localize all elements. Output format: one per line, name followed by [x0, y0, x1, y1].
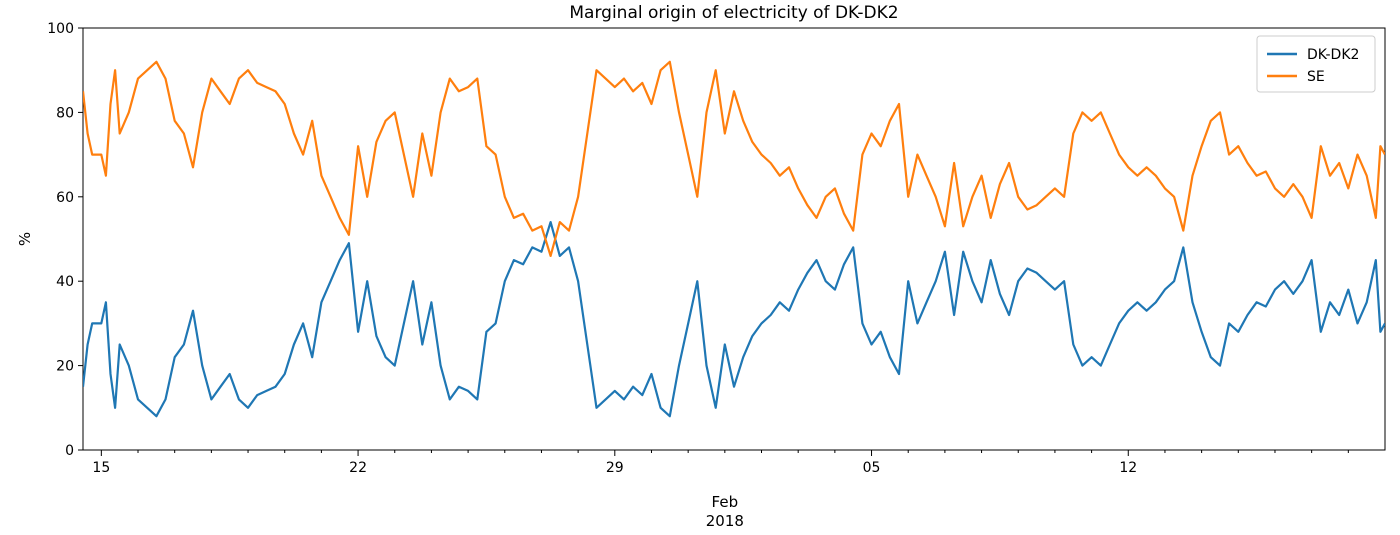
legend-box: [1256, 35, 1376, 93]
y-tick-label: 60: [56, 190, 74, 206]
x-tick-label: 05: [863, 460, 881, 476]
y-axis: 0 20 40 60 80 100: [47, 21, 83, 459]
x-tick-label: 15: [92, 460, 110, 476]
y-tick-label: 20: [56, 359, 74, 375]
y-tick-label: 80: [56, 105, 74, 121]
y-tick-label: 40: [56, 274, 74, 290]
x-tick-label: 29: [606, 460, 624, 476]
legend: DK-DK2 SE: [1256, 35, 1376, 93]
legend-label: DK-DK2: [1307, 47, 1359, 63]
x-tick-label: 22: [349, 460, 367, 476]
x-axis-label-year: 2018: [706, 512, 744, 530]
x-axis: 15 22 29 05 12: [92, 450, 1349, 476]
y-axis-label: %: [16, 232, 34, 246]
chart-title: Marginal origin of electricity of DK-DK2: [569, 3, 898, 23]
plot-area-frame: [82, 27, 1386, 451]
y-tick-label: 0: [65, 443, 74, 459]
series-line-se: [83, 60, 1385, 257]
legend-label: SE: [1307, 69, 1325, 85]
x-axis-label-month: Feb: [712, 493, 739, 511]
series-line-dk-dk2: [83, 221, 1385, 418]
x-tick-label: 12: [1119, 460, 1137, 476]
series-layer: [83, 60, 1385, 418]
y-tick-label: 100: [47, 21, 74, 37]
